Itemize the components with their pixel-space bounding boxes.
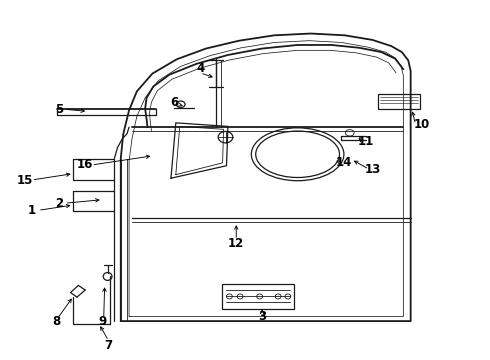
Text: 11: 11 — [358, 135, 374, 148]
Text: 5: 5 — [55, 103, 63, 116]
Bar — [221, 284, 294, 309]
Text: 14: 14 — [335, 156, 352, 169]
Text: 16: 16 — [77, 158, 94, 171]
Bar — [377, 94, 420, 109]
Text: 1: 1 — [27, 204, 36, 217]
Text: 10: 10 — [413, 118, 430, 131]
Text: 13: 13 — [365, 163, 381, 176]
Text: 3: 3 — [258, 310, 266, 323]
Text: 7: 7 — [104, 338, 113, 351]
Text: 8: 8 — [52, 315, 60, 328]
Text: 15: 15 — [17, 174, 33, 186]
Text: 9: 9 — [98, 315, 107, 328]
Text: 2: 2 — [55, 197, 63, 210]
Text: 6: 6 — [170, 96, 178, 109]
Text: 12: 12 — [228, 237, 245, 250]
Text: 4: 4 — [196, 62, 204, 75]
